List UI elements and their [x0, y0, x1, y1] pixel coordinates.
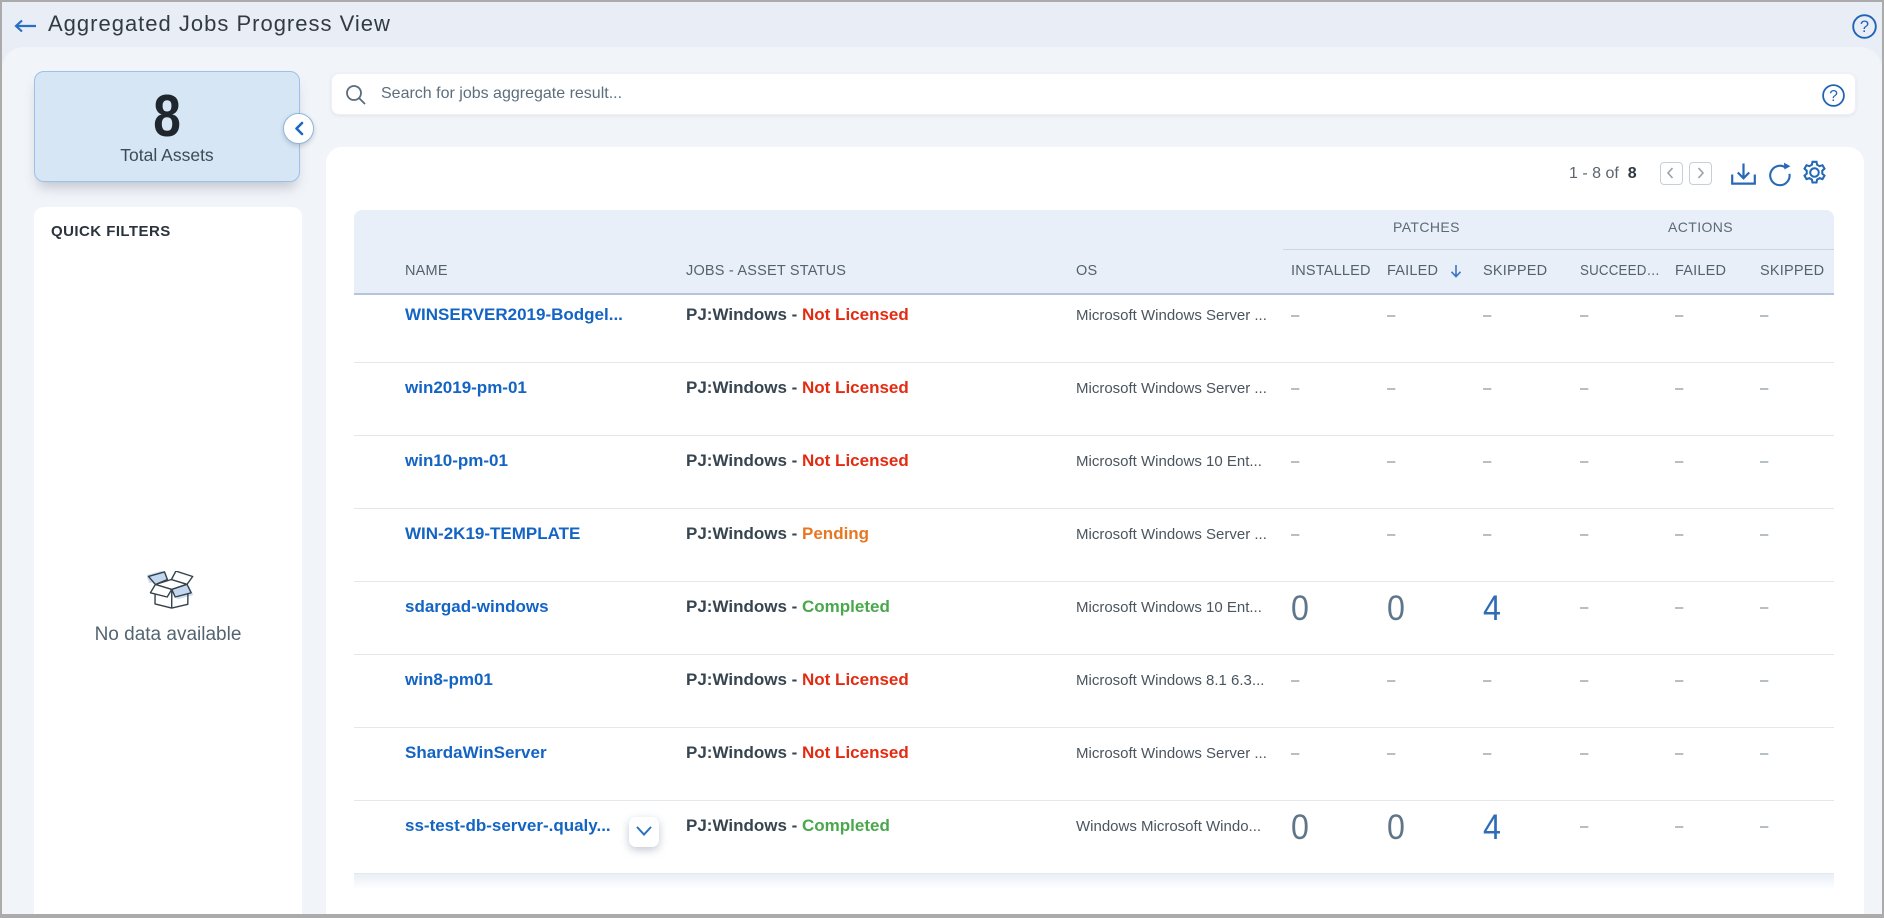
svg-text:?: ? [1860, 18, 1869, 36]
svg-text:?: ? [1829, 88, 1838, 105]
